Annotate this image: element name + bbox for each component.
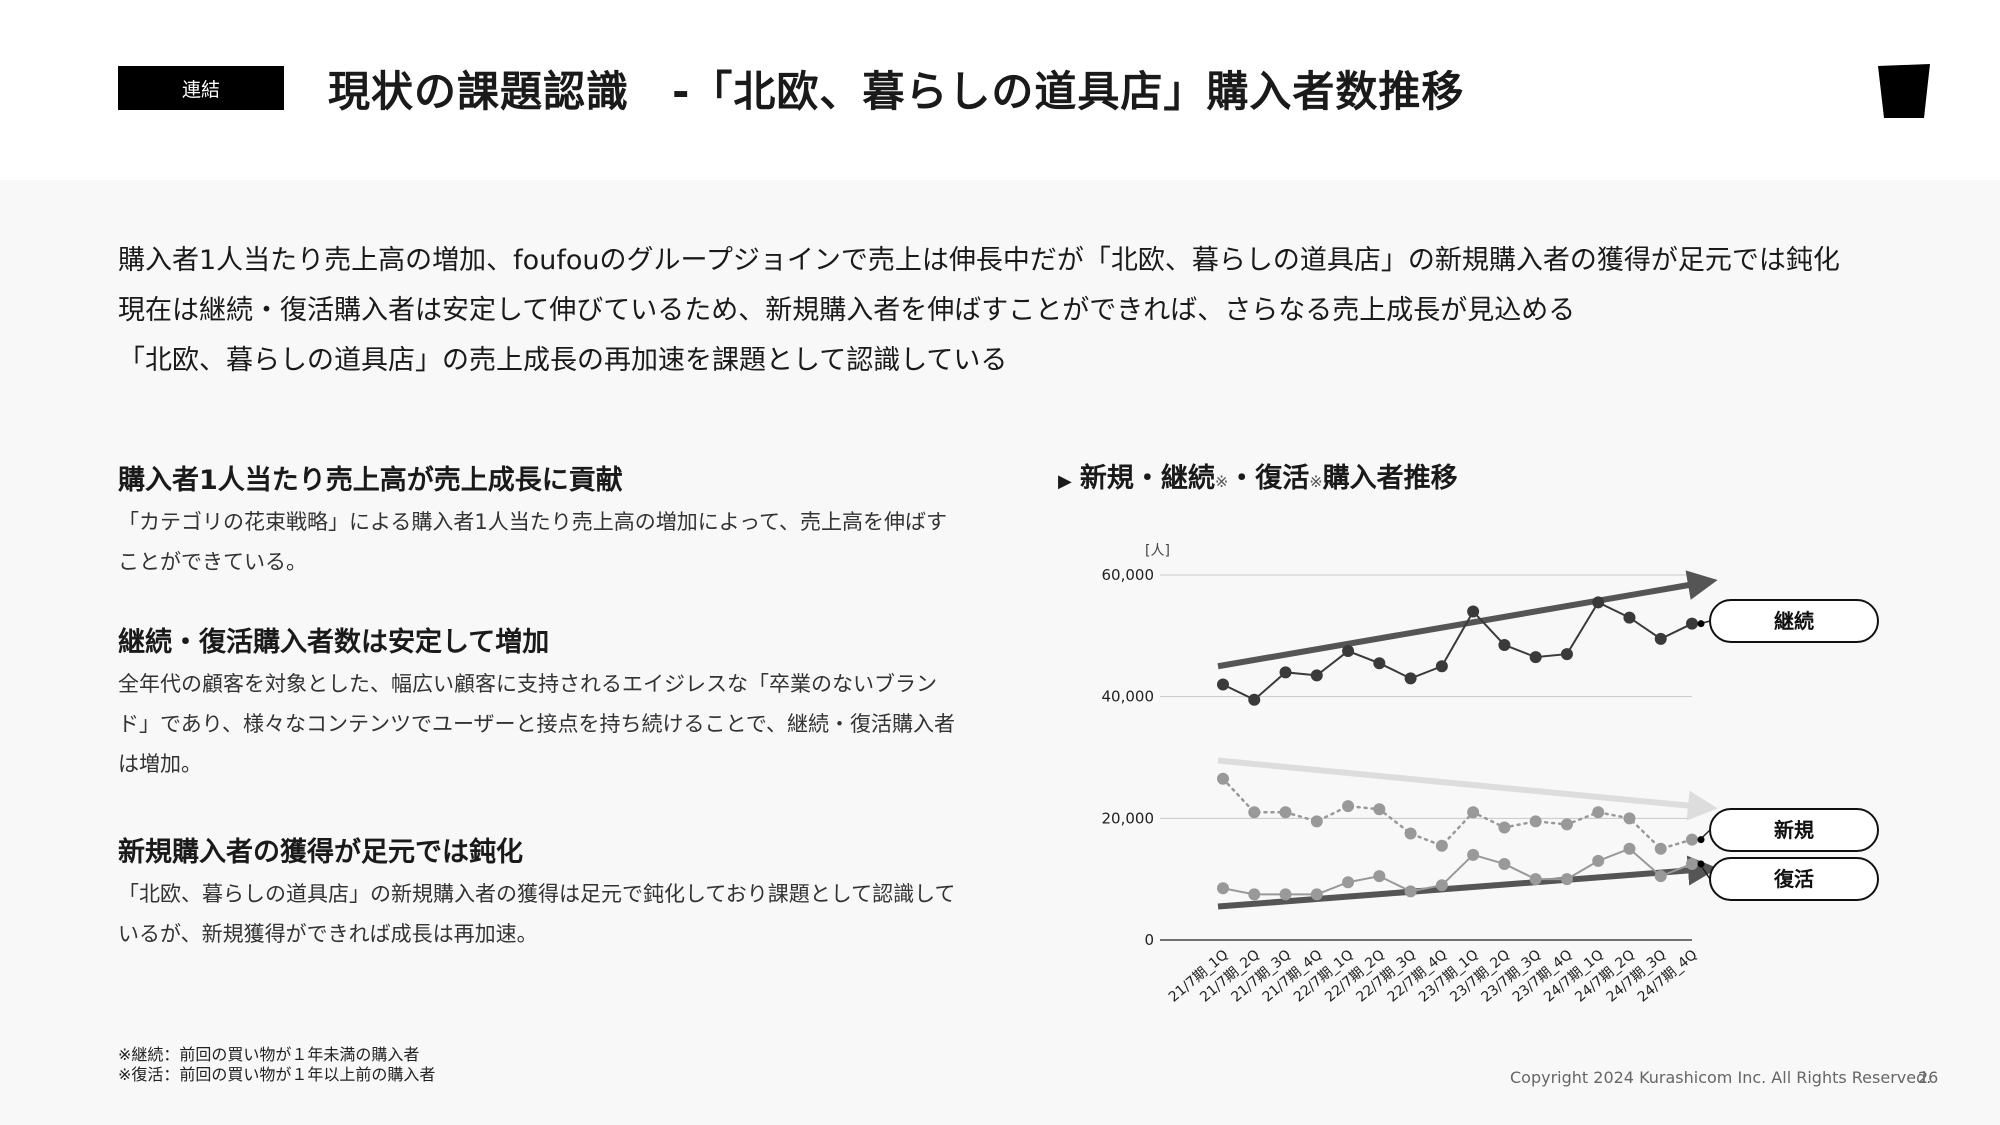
data-point xyxy=(1248,806,1261,819)
data-point xyxy=(1623,611,1636,624)
trend-arrow xyxy=(1217,570,1718,670)
buyers-line-chart: [人]020,00040,00060,00021/7期_1Q21/7期_2Q21… xyxy=(1102,543,1879,1006)
section-text: 「カテゴリの花束戦略」による購入者1人当たり売上高の増加によって、売上高を伸ばす… xyxy=(118,510,947,574)
data-point xyxy=(1592,596,1605,609)
series-label-pill xyxy=(1709,857,1879,901)
series-line xyxy=(1222,601,1693,701)
data-point xyxy=(1467,848,1480,861)
intro-text: 購入者1人当たり売上高の増加、foufouのグループジョインで売上は伸長中だが「… xyxy=(118,236,1840,386)
data-point xyxy=(1373,657,1386,670)
data-point xyxy=(1404,672,1417,685)
data-point xyxy=(1373,803,1386,816)
page-title: 現状の課題認識 -「北欧、暮らしの道具店」購入者数推移 xyxy=(328,67,1465,116)
chart-heading-note: ※ xyxy=(1214,472,1229,491)
triangle-marker-icon: ▶ xyxy=(1058,471,1072,492)
chart-heading-part: 購入者推移 xyxy=(1322,463,1458,494)
data-point xyxy=(1498,821,1511,834)
trend-arrow xyxy=(1217,757,1718,821)
data-point xyxy=(1592,854,1605,867)
series-label: 復活 xyxy=(1773,867,1814,891)
data-point xyxy=(1279,888,1292,901)
data-point xyxy=(1404,827,1417,840)
y-tick-label: 20,000 xyxy=(1102,809,1155,827)
y-tick-label: 40,000 xyxy=(1102,688,1155,706)
data-point xyxy=(1623,842,1636,855)
y-tick-label: 60,000 xyxy=(1102,566,1155,584)
chart-heading-part: 新規・継続 xyxy=(1079,463,1215,494)
y-tick-label: 0 xyxy=(1144,931,1154,949)
data-point xyxy=(1310,815,1323,828)
data-point xyxy=(1623,812,1636,825)
data-point xyxy=(1373,870,1386,883)
data-point xyxy=(1310,669,1323,682)
data-point xyxy=(1560,648,1573,661)
data-point xyxy=(1310,888,1323,901)
consolidated-tag: 連結 xyxy=(118,66,284,110)
data-point xyxy=(1342,645,1355,658)
chart-heading-part: ・復活 xyxy=(1228,463,1310,494)
data-point xyxy=(1529,873,1542,886)
company-logo-icon xyxy=(1878,64,1930,118)
data-point xyxy=(1654,842,1667,855)
intro-line: 「北欧、暮らしの道具店」の売上成長の再加速を課題として認識している xyxy=(118,345,1008,376)
series-label-pill xyxy=(1709,808,1879,852)
data-point xyxy=(1654,870,1667,883)
data-point xyxy=(1248,888,1261,901)
footnote: ※復活：前回の買い物が１年以上前の購入者 xyxy=(118,1065,436,1084)
data-point xyxy=(1560,873,1573,886)
data-point xyxy=(1404,885,1417,898)
data-point xyxy=(1217,882,1229,895)
callout-dot xyxy=(1697,836,1705,844)
intro-line: 現在は継続・復活購入者は安定して伸びているため、新規購入者を伸ばすことができれば… xyxy=(118,295,1576,326)
data-point xyxy=(1686,617,1698,630)
data-point xyxy=(1217,678,1229,691)
data-point xyxy=(1342,800,1355,813)
copyright: Copyright 2024 Kurashicom Inc. All Right… xyxy=(1510,1068,1932,1087)
data-point xyxy=(1560,818,1573,831)
intro-line: 購入者1人当たり売上高の増加、foufouのグループジョインで売上は伸長中だが「… xyxy=(118,245,1840,276)
data-point xyxy=(1279,806,1292,819)
section-heading: 購入者1人当たり売上高が売上成長に貢献 xyxy=(118,465,623,496)
data-point xyxy=(1248,693,1261,706)
data-point xyxy=(1498,638,1511,651)
data-point xyxy=(1529,651,1542,664)
chart-heading-note: ※ xyxy=(1309,472,1323,491)
header-bar: 連結 現状の課題認識 -「北欧、暮らしの道具店」購入者数推移 xyxy=(0,0,2000,180)
data-point xyxy=(1279,666,1292,679)
series-label: 継続 xyxy=(1774,609,1814,633)
trend-arrow xyxy=(1217,855,1718,910)
section-text: 全年代の顧客を対象とした、幅広い顧客に支持されるエイジレスな「卒業のないブランド… xyxy=(118,672,956,776)
data-point xyxy=(1435,660,1448,673)
data-point xyxy=(1467,806,1480,819)
data-point xyxy=(1686,833,1698,846)
data-point xyxy=(1342,876,1355,889)
data-point xyxy=(1435,879,1448,892)
footnote: ※継続：前回の買い物が１年未満の購入者 xyxy=(118,1045,420,1064)
data-point xyxy=(1498,857,1511,870)
series-line xyxy=(1222,847,1693,896)
data-point xyxy=(1529,815,1542,828)
callout-dot xyxy=(1697,860,1705,868)
data-point xyxy=(1592,806,1605,819)
data-point xyxy=(1217,772,1229,785)
section-heading: 継続・復活購入者数は安定して増加 xyxy=(118,627,550,658)
section-text: 「北欧、暮らしの道具店」の新規購入者の獲得は足元で鈍化しており課題として認識して… xyxy=(118,882,956,946)
data-point xyxy=(1686,857,1698,870)
series-label-pill xyxy=(1709,599,1879,643)
data-point xyxy=(1467,605,1480,618)
series-label: 新規 xyxy=(1774,818,1814,842)
page-number: 26 xyxy=(1918,1068,1939,1087)
y-axis-unit-label: [人] xyxy=(1145,543,1170,559)
footnotes: ※継続：前回の買い物が１年未満の購入者 ※復活：前回の買い物が１年以上前の購入者 xyxy=(118,1045,435,1085)
data-point xyxy=(1435,839,1448,852)
callout-dot xyxy=(1697,620,1705,628)
chart-heading: ▶ 新規・継続※・復活※購入者推移 xyxy=(1058,456,1458,495)
data-point xyxy=(1654,632,1667,645)
series-line xyxy=(1221,777,1694,851)
section-heading: 新規購入者の獲得が足元では鈍化 xyxy=(118,837,523,868)
